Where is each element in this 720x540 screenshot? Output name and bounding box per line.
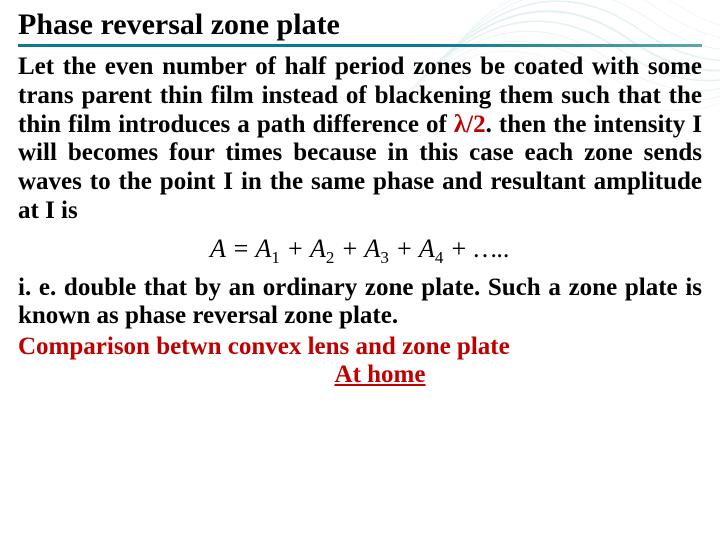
paragraph-2: i. e. double that by an ordinary zone pl… [18,274,702,332]
eq-equals: = [225,234,255,263]
eq-A2: A [310,234,326,263]
eq-A1: A [256,234,272,263]
eq-sub1: 1 [271,248,280,267]
slide-title: Phase reversal zone plate [18,8,702,47]
paragraph-1: Let the even number of half period zones… [18,53,702,226]
comparison-heading: Comparison betwn convex lens and zone pl… [18,333,702,361]
eq-A4: A [419,234,435,263]
eq-plus1: + [280,234,310,263]
eq-A3: A [364,234,380,263]
eq-plus2: + [334,234,364,263]
eq-dots: + ….. [443,234,510,263]
at-home-note: At home [18,361,702,389]
eq-sub3: 3 [380,248,389,267]
amplitude-equation: A = A1 + A2 + A3 + A4 + ….. [18,234,702,268]
lambda-half: λ/2 [454,111,486,138]
eq-plus3: + [389,234,419,263]
eq-A: A [210,234,225,263]
